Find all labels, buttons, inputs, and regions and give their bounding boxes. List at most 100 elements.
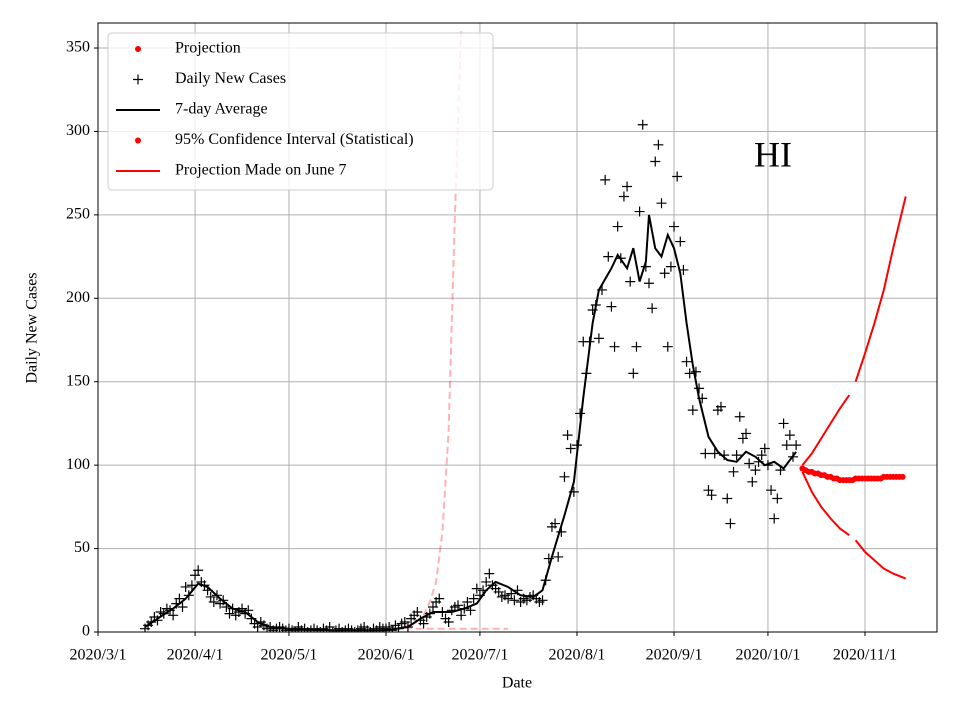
case-point: [540, 575, 551, 586]
case-point: [468, 593, 479, 604]
case-point: [509, 595, 520, 606]
y-tick-label: 100: [66, 456, 90, 473]
case-point: [737, 433, 748, 444]
case-point: [741, 428, 752, 439]
y-tick-label: 0: [82, 623, 90, 640]
case-point: [781, 440, 792, 451]
case-point: [628, 368, 639, 379]
case-point: [550, 518, 561, 529]
case-point: [427, 601, 438, 612]
case-point: [556, 526, 567, 537]
case-point: [665, 261, 676, 272]
case-point: [437, 606, 448, 617]
case-point: [571, 440, 582, 451]
case-point: [750, 465, 761, 476]
legend-label: Projection: [175, 40, 241, 57]
case-point: [722, 493, 733, 504]
case-point: [478, 585, 489, 596]
case-point: [243, 605, 254, 616]
case-point: [791, 440, 802, 451]
case-point: [387, 625, 398, 632]
case-point: [465, 605, 476, 616]
case-point: [597, 284, 608, 295]
legend-label: Daily New Cases: [175, 70, 286, 87]
lower-bound-line: [801, 471, 907, 580]
case-point: [543, 553, 554, 564]
case-point: [725, 518, 736, 529]
case-point: [146, 616, 157, 627]
case-point: [759, 443, 770, 454]
case-point: [443, 616, 454, 627]
average-line: [144, 214, 797, 632]
axes: 0 50 100 150 200 250 300 350 2020/3/1 2020/4/1 202…: [66, 39, 897, 664]
case-point: [205, 591, 216, 602]
legend-frame: [107, 32, 494, 191]
case-point: [399, 616, 410, 627]
case-point: [640, 261, 651, 272]
x-tick-label: 2020/3/1: [70, 647, 127, 664]
y-tick-label: 300: [66, 122, 90, 139]
case-point: [208, 596, 219, 607]
axes-frame: [97, 22, 938, 633]
case-point: [728, 466, 739, 477]
legend-marker: [135, 137, 141, 144]
case-point: [600, 174, 611, 185]
case-point: [559, 471, 570, 482]
case-point: [493, 586, 504, 597]
case-point: [681, 356, 692, 367]
case-point: [349, 627, 360, 632]
case-point: [609, 341, 620, 352]
x-tick-label: 2020/9/1: [646, 647, 703, 664]
case-point: [290, 627, 301, 632]
legend: Projection Daily New Cases 7-day Average 95…: [107, 32, 494, 191]
annotation: HI: [754, 134, 792, 174]
legend-marker: [135, 46, 141, 52]
legend-label: Projection Made on June 7: [175, 162, 347, 179]
y-tick-label: 50: [74, 539, 90, 556]
case-point: [606, 301, 617, 312]
case-point: [715, 401, 726, 412]
case-point: [218, 595, 229, 606]
case-point: [190, 570, 201, 581]
case-point: [603, 251, 614, 262]
case-point: [202, 585, 213, 596]
x-tick-label: 2020/6/1: [358, 647, 415, 664]
case-point: [503, 593, 514, 604]
legend-marker: [133, 74, 143, 85]
case-point: [174, 593, 185, 604]
case-point: [697, 393, 708, 404]
case-point: [553, 551, 564, 562]
case-point: [634, 206, 645, 217]
case-point: [593, 333, 604, 344]
case-point: [456, 610, 467, 621]
case-point: [662, 341, 673, 352]
case-point: [462, 596, 473, 607]
case-point: [459, 603, 470, 614]
case-point: [512, 585, 523, 596]
case-point: [152, 615, 163, 626]
case-point: [183, 590, 194, 601]
case-point: [625, 276, 636, 287]
case-point: [618, 191, 629, 202]
x-tick-label: 2020/5/1: [261, 647, 318, 664]
case-point: [612, 221, 623, 232]
lower-bound-line: [404, 626, 509, 630]
case-point: [565, 443, 576, 454]
case-point: [769, 513, 780, 524]
case-point: [327, 627, 338, 632]
case-point: [766, 485, 777, 496]
case-point: [672, 171, 683, 182]
y-tick-label: 150: [66, 372, 90, 389]
case-point: [731, 450, 742, 461]
case-point: [562, 430, 573, 441]
case-point: [643, 278, 654, 289]
case-point: [678, 264, 689, 275]
case-point: [177, 601, 188, 612]
case-point: [575, 408, 586, 419]
case-point: [756, 450, 767, 461]
x-tick-label: 2020/8/1: [549, 647, 606, 664]
case-point: [734, 411, 745, 422]
case-point: [631, 341, 642, 352]
case-point: [199, 580, 210, 591]
case-point: [453, 600, 464, 611]
